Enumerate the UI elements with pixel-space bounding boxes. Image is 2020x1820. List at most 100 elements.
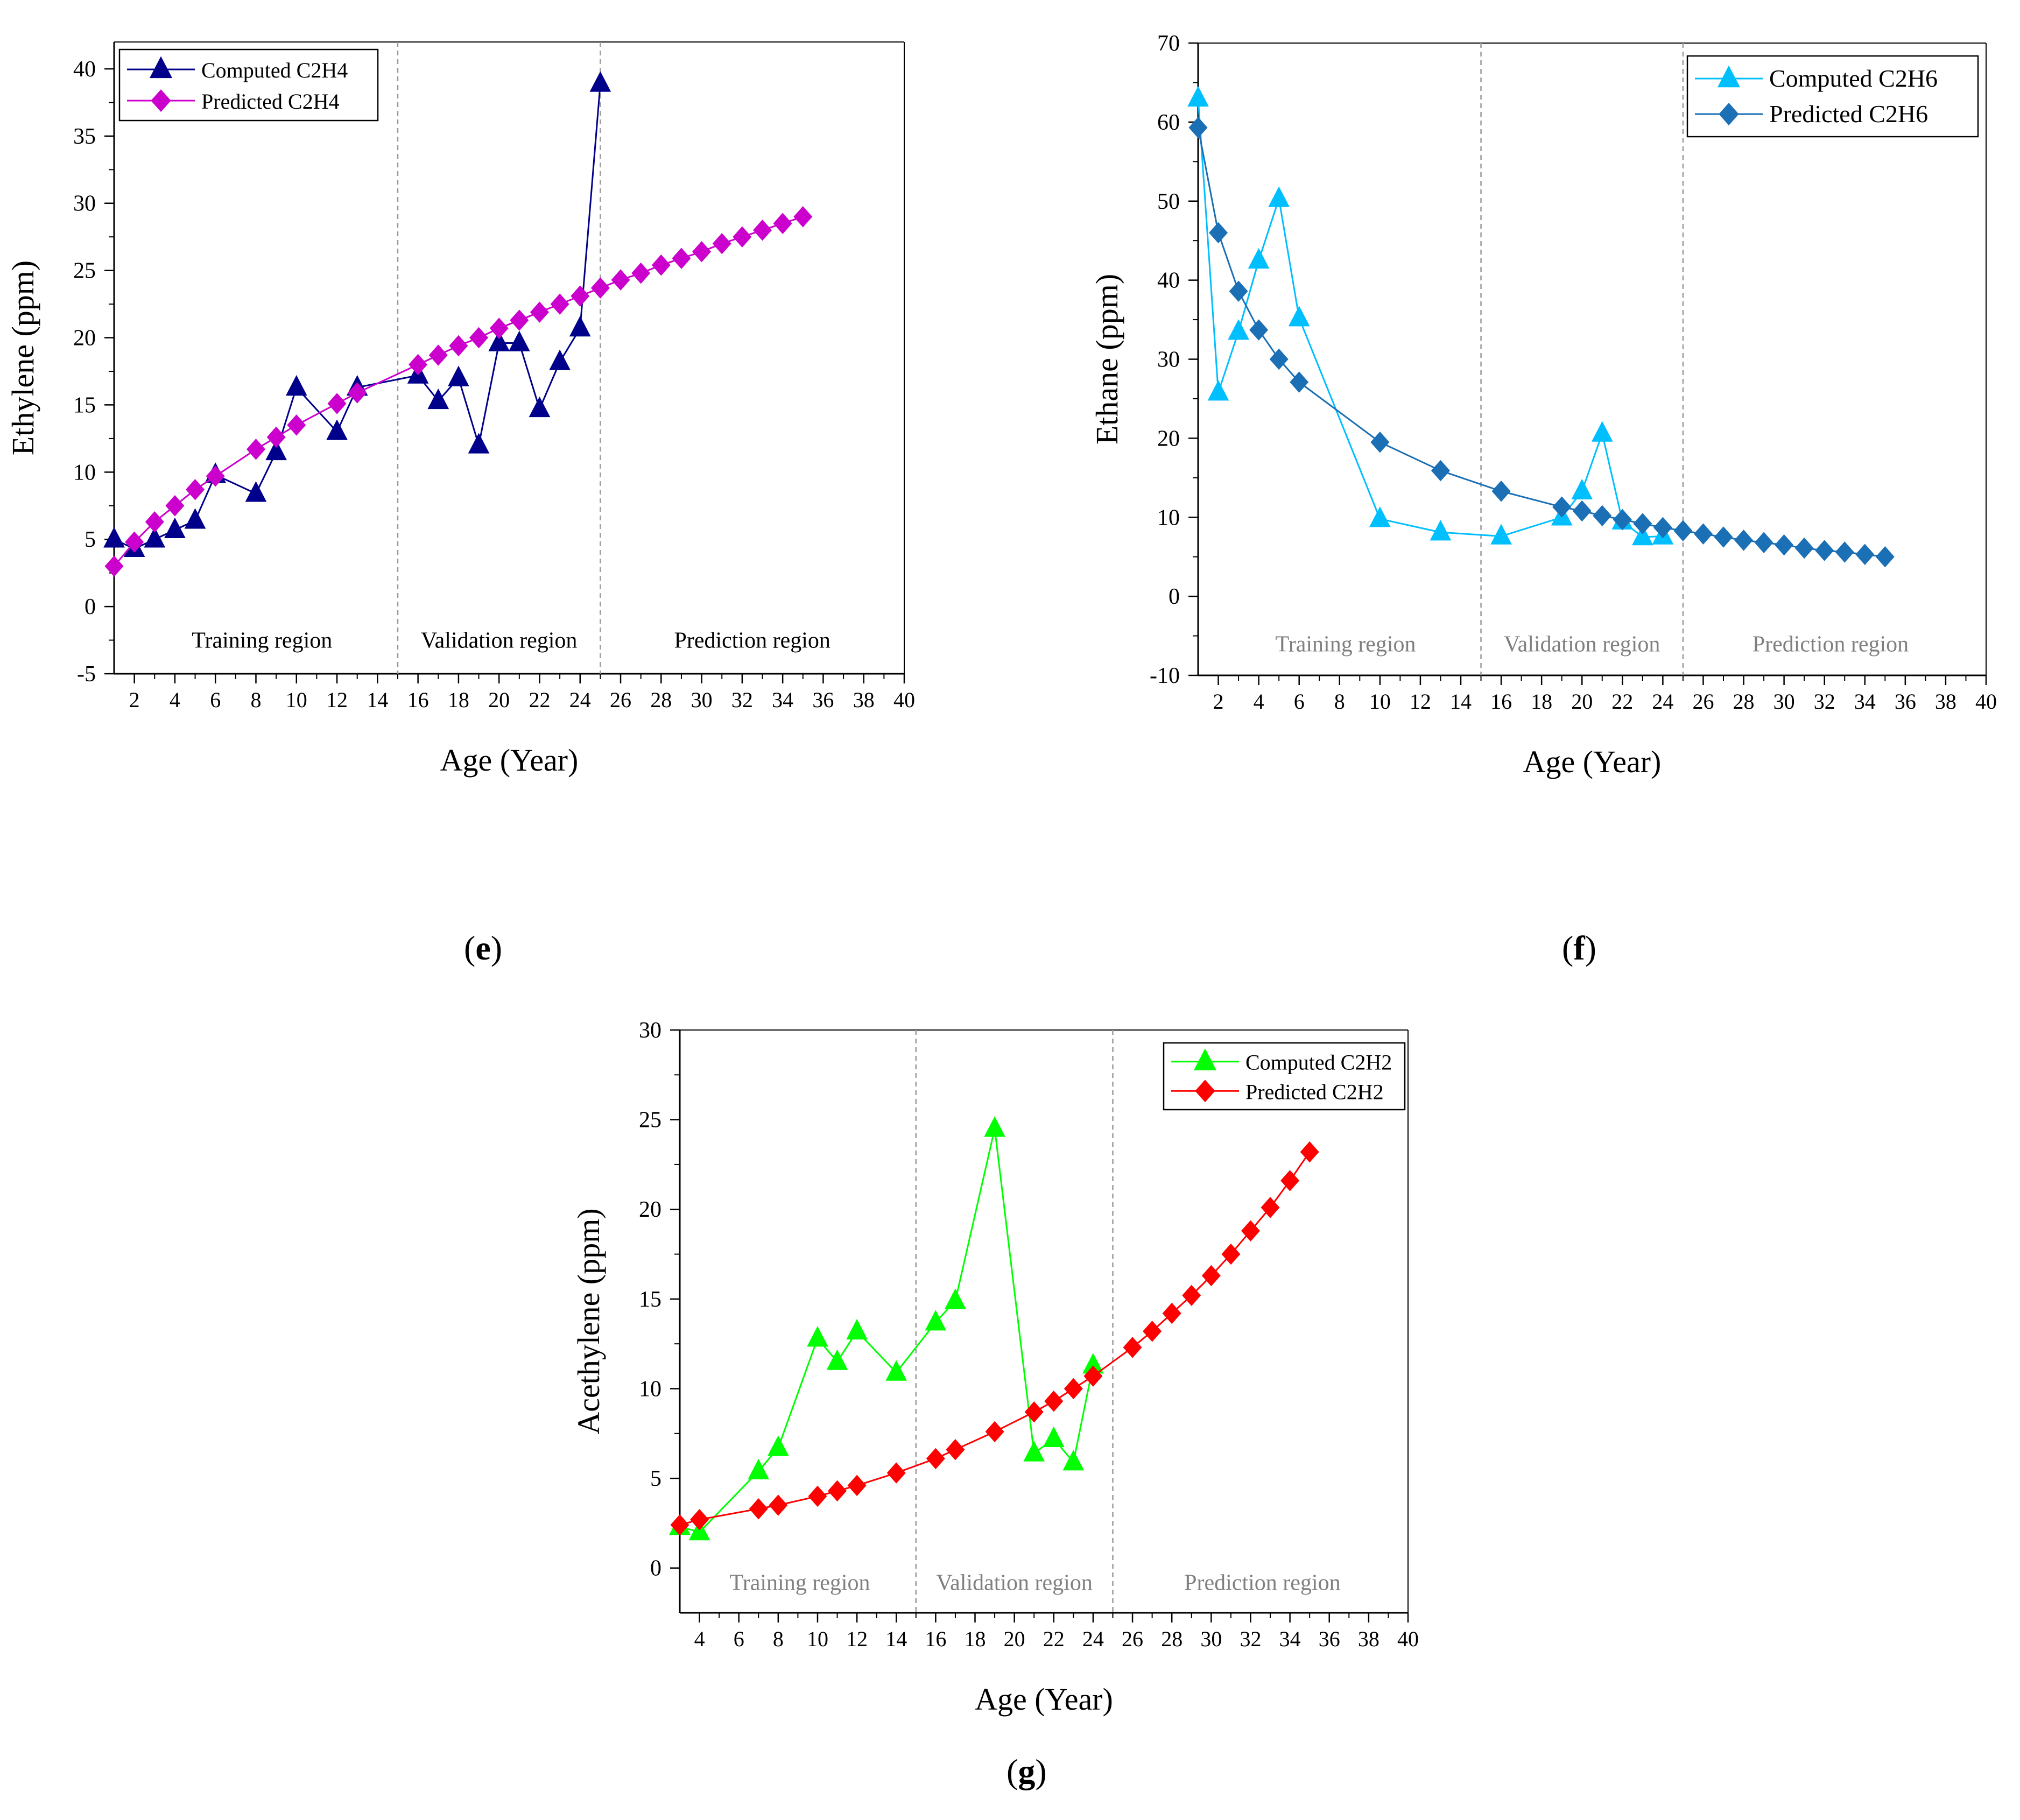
data-point: [550, 293, 569, 315]
legend-marker: [151, 89, 171, 112]
data-point: [925, 1310, 947, 1331]
x-tick-label: 36: [1895, 689, 1916, 714]
x-tick-label: 16: [925, 1627, 946, 1651]
data-point: [1775, 534, 1794, 556]
data-point: [1370, 431, 1390, 453]
x-tick-label: 36: [812, 688, 834, 712]
data-point: [245, 481, 267, 502]
data-point: [530, 301, 549, 323]
data-point: [885, 1360, 907, 1381]
data-point: [1209, 222, 1228, 244]
region-label: Training region: [1276, 632, 1416, 657]
x-tick-label: 8: [1334, 689, 1345, 714]
data-point: [1062, 1450, 1085, 1471]
data-point: [631, 262, 651, 284]
y-tick-label: 0: [650, 1556, 661, 1581]
region-label: Validation region: [1504, 632, 1660, 657]
y-tick-label: 30: [639, 1018, 661, 1043]
data-point: [1269, 348, 1289, 370]
x-tick-label: 12: [1410, 689, 1431, 714]
data-point: [1632, 524, 1653, 546]
data-point: [1188, 117, 1208, 138]
x-tick-label: 20: [1571, 689, 1593, 714]
data-point: [206, 465, 225, 487]
data-point: [186, 479, 205, 500]
data-point: [1815, 540, 1834, 561]
y-tick-label: 60: [1157, 110, 1180, 135]
y-tick-label: 25: [73, 259, 96, 284]
region-label: Validation region: [936, 1570, 1092, 1595]
x-tick-label: 8: [773, 1627, 784, 1651]
data-point: [1431, 460, 1450, 482]
data-point: [1613, 509, 1632, 531]
legend-marker: [1719, 103, 1739, 125]
data-point: [672, 248, 691, 269]
x-tick-label: 10: [286, 688, 307, 712]
y-axis-label: Acethylene (ppm): [571, 1208, 606, 1434]
data-point: [145, 511, 164, 533]
region-label: Validation region: [421, 629, 577, 653]
data-point: [1229, 280, 1248, 302]
legend-marker: [149, 56, 173, 79]
data-point: [651, 254, 671, 276]
data-point: [246, 439, 265, 460]
x-tick-label: 16: [1490, 689, 1512, 714]
x-tick-label: 30: [1200, 1627, 1222, 1651]
data-point: [104, 555, 124, 577]
y-tick-label: 20: [1157, 426, 1180, 451]
x-tick-label: 14: [367, 688, 388, 712]
x-axis-label: Age (Year): [440, 743, 579, 778]
data-point: [1123, 1337, 1142, 1358]
data-point: [1241, 1220, 1260, 1241]
x-tick-label: 4: [1254, 689, 1264, 714]
region-label: Training region: [192, 629, 332, 653]
data-point: [569, 316, 591, 337]
data-point: [265, 439, 287, 461]
x-tick-label: 28: [1161, 1627, 1183, 1651]
y-tick-label: 40: [1157, 269, 1180, 293]
data-point: [748, 1458, 770, 1479]
data-point: [1187, 86, 1209, 107]
data-point: [692, 241, 712, 263]
data-point: [1064, 1378, 1083, 1400]
y-tick-label: 10: [1157, 505, 1180, 530]
series-predicted: [104, 206, 813, 577]
data-point: [846, 1318, 868, 1340]
data-point: [1249, 319, 1269, 341]
x-tick-label: 20: [1004, 1627, 1025, 1651]
y-tick-label: 30: [73, 192, 96, 216]
data-point: [1571, 478, 1593, 500]
data-point: [1593, 505, 1612, 527]
data-point: [1261, 1197, 1280, 1218]
data-point: [1591, 421, 1613, 442]
x-tick-label: 2: [1213, 689, 1224, 714]
axes: 4 6 8 10 12 14 16 18 20 22 24 26 28 30 32 34 36 38 40 0 5 10 1…: [639, 1018, 1419, 1651]
x-tick-label: 34: [1854, 689, 1876, 714]
legend: Computed C2H6 Predicted C2H6: [1686, 55, 1979, 138]
data-point: [1248, 248, 1270, 269]
data-point: [886, 1462, 906, 1484]
data-point: [1673, 520, 1693, 541]
data-point: [1207, 380, 1229, 401]
x-tick-label: 4: [694, 1627, 705, 1651]
data-point: [611, 269, 630, 291]
y-tick-label: 10: [639, 1377, 661, 1401]
series-line: [679, 1128, 1094, 1533]
data-point: [448, 365, 469, 386]
data-point: [549, 349, 571, 370]
legend-marker: [1717, 65, 1741, 88]
legend-marker: [1195, 1080, 1215, 1103]
legend: Computed C2H4 Predicted C2H4: [118, 48, 379, 122]
legend: Computed C2H2 Predicted C2H2: [1163, 1042, 1406, 1111]
data-point: [1714, 526, 1733, 548]
x-tick-label: 22: [1043, 1627, 1065, 1651]
x-tick-label: 16: [407, 688, 429, 712]
data-point: [1369, 506, 1391, 527]
x-tick-label: 30: [691, 688, 713, 712]
legend-label: Computed C2H2: [1245, 1050, 1392, 1075]
series-computed: [669, 1116, 1104, 1541]
data-point: [1083, 1365, 1103, 1387]
x-tick-label: 28: [1733, 689, 1755, 714]
data-point: [1221, 1243, 1241, 1265]
